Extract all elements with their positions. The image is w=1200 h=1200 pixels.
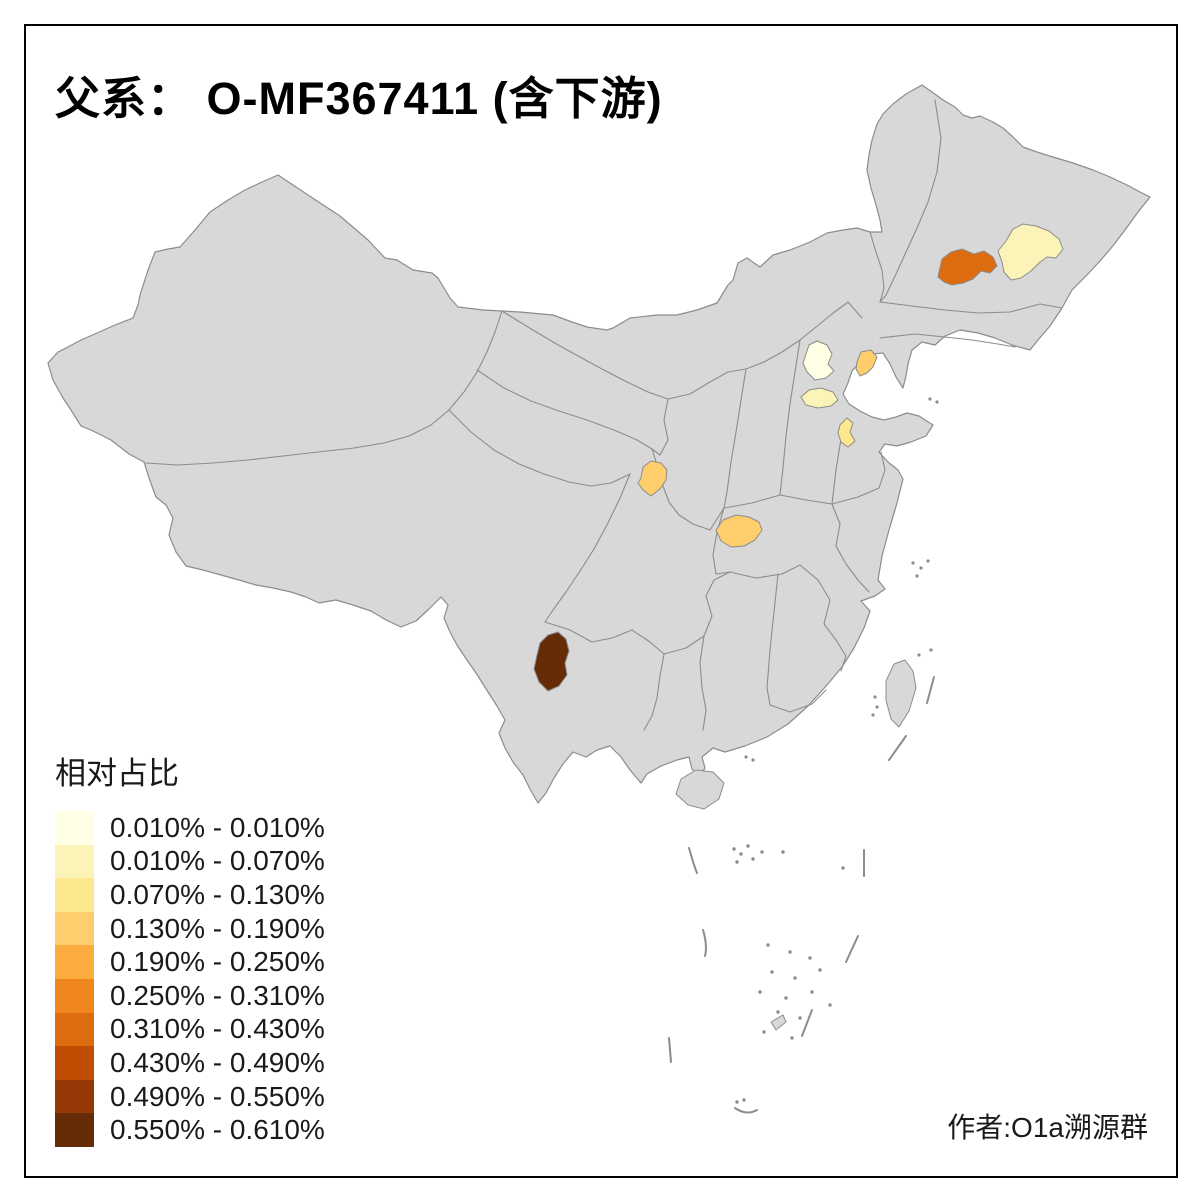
legend-label: 0.190% - 0.250% (110, 946, 325, 978)
sea-boundary-dashes (668, 676, 935, 1114)
legend-item: 0.550% - 0.610% (55, 1113, 325, 1147)
legend-item: 0.010% - 0.010% (55, 811, 325, 845)
small-island (770, 1014, 787, 1031)
china-mainland-shape (47, 84, 1151, 804)
hainan-island (675, 769, 725, 810)
legend-swatch (55, 1079, 94, 1114)
legend-item: 0.250% - 0.310% (55, 978, 325, 1013)
legend-swatch (55, 844, 94, 879)
map-region-tangshan (855, 349, 878, 377)
legend-swatch (55, 1012, 94, 1047)
map-region-gansu-southeast (637, 460, 668, 497)
legend-item: 0.070% - 0.130% (55, 878, 325, 912)
legend-swatch (55, 911, 94, 946)
map-region-hebei-central (800, 387, 839, 409)
attribution: 作者:O1a溯源群 (947, 1112, 1148, 1143)
legend-swatch (55, 878, 94, 912)
legend-swatch (55, 945, 94, 979)
legend-item: 0.490% - 0.550% (55, 1079, 325, 1114)
legend-label: 0.070% - 0.130% (110, 878, 325, 910)
legend-label: 0.550% - 0.610% (110, 1114, 325, 1146)
legend-item: 0.310% - 0.430% (55, 1012, 325, 1047)
legend-title: 相对占比 (55, 756, 179, 791)
legend-item: 0.430% - 0.490% (55, 1046, 325, 1080)
taiwan-island (885, 659, 917, 728)
province-borders (145, 99, 1063, 731)
legend-label: 0.490% - 0.550% (110, 1080, 325, 1112)
islet-dots (732, 397, 939, 1104)
legend-swatch (55, 1046, 94, 1080)
legend-label: 0.310% - 0.430% (110, 1013, 325, 1045)
map-region-hebei-south (837, 417, 856, 448)
map-region-yunnan-central (533, 631, 570, 692)
legend-label: 0.250% - 0.310% (110, 979, 325, 1011)
highlighted-regions (533, 223, 1064, 692)
map-region-beijing (802, 340, 835, 381)
legend-label: 0.010% - 0.010% (110, 811, 325, 843)
legend-label: 0.430% - 0.490% (110, 1046, 325, 1078)
legend: 相对占比 0.010% - 0.010% 0.010% - 0.070% 0.0… (55, 748, 325, 1147)
page-title: 父系： O-MF367411 (含下游) (55, 73, 663, 124)
legend-label: 0.130% - 0.190% (110, 912, 325, 944)
legend-item: 0.190% - 0.250% (55, 945, 325, 979)
legend-swatch (55, 811, 94, 845)
map-region-hubei-northwest (715, 514, 763, 548)
map-region-heilongjiang-west (937, 248, 998, 286)
plot-frame (24, 24, 1178, 1178)
legend-swatch (55, 978, 94, 1013)
legend-item: 0.010% - 0.070% (55, 844, 325, 879)
legend-swatch (55, 1113, 94, 1147)
map-region-heilongjiang-east (997, 223, 1064, 281)
legend-label: 0.010% - 0.070% (110, 845, 325, 877)
legend-item: 0.130% - 0.190% (55, 911, 325, 946)
